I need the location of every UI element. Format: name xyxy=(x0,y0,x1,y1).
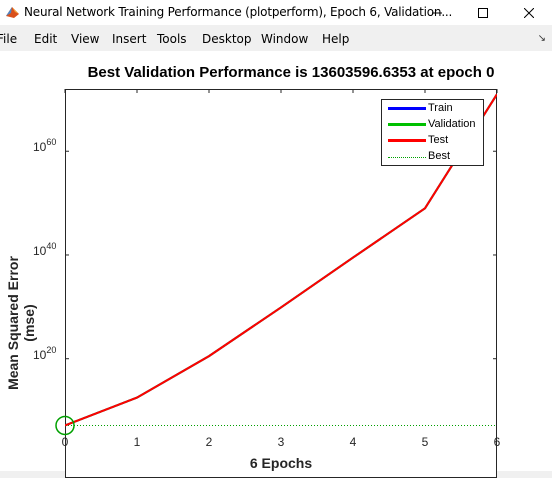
legend-item-validation: Validation xyxy=(382,118,485,132)
legend[interactable]: Train Validation Test Best xyxy=(381,99,484,166)
legend-item-test: Test xyxy=(382,134,485,148)
menu-view[interactable]: View xyxy=(71,32,100,46)
legend-label: Train xyxy=(428,102,453,114)
x-tick-label: 0 xyxy=(61,435,69,449)
x-tick-label: 4 xyxy=(349,435,357,449)
validation-swatch xyxy=(388,123,426,126)
matlab-icon xyxy=(6,7,19,18)
window-title: Neural Network Training Performance (plo… xyxy=(24,5,453,19)
figure-canvas: Best Validation Performance is 13603596.… xyxy=(0,51,552,478)
y-tick-label: 1040 xyxy=(33,241,57,258)
plot-svg xyxy=(55,89,498,436)
train-swatch xyxy=(388,107,426,110)
menu-help[interactable]: Help xyxy=(322,32,350,46)
test-swatch xyxy=(388,139,426,142)
menu-desktop[interactable]: Desktop xyxy=(202,32,252,46)
menu-bar: File Edit View Insert Tools Desktop Wind… xyxy=(0,29,552,49)
x-tick-label: 1 xyxy=(133,435,141,449)
menu-edit[interactable]: Edit xyxy=(34,32,58,46)
dock-arrow-icon[interactable]: ↘ xyxy=(537,33,546,44)
maximize-button[interactable] xyxy=(460,0,506,25)
menu-tools[interactable]: Tools xyxy=(157,32,187,46)
menu-insert[interactable]: Insert xyxy=(112,32,147,46)
x-tick-label: 2 xyxy=(205,435,213,449)
minimize-button[interactable] xyxy=(414,0,460,25)
title-bar: Neural Network Training Performance (plo… xyxy=(0,0,552,25)
legend-label: Validation xyxy=(428,118,476,130)
x-tick-label: 5 xyxy=(421,435,429,449)
close-button[interactable] xyxy=(506,0,552,25)
series-line-test xyxy=(65,93,497,427)
y-axis-label: Mean Squared Error (mse) xyxy=(5,256,37,390)
x-tick-label: 3 xyxy=(277,435,285,449)
legend-item-best: Best xyxy=(382,150,485,164)
maximize-icon xyxy=(478,7,488,18)
menu-file[interactable]: File xyxy=(0,32,18,46)
x-tick-label: 6 xyxy=(493,435,501,449)
legend-item-train: Train xyxy=(382,102,485,116)
chart-title: Best Validation Performance is 13603596.… xyxy=(87,64,495,81)
x-axis-label: 6 Epochs xyxy=(249,455,313,471)
minimize-icon xyxy=(432,12,442,13)
best-swatch xyxy=(388,157,426,158)
close-icon xyxy=(524,7,534,18)
best-epoch-marker xyxy=(55,415,75,436)
legend-label: Test xyxy=(428,134,449,146)
legend-label: Best xyxy=(428,150,451,162)
y-tick-label: 1020 xyxy=(33,345,57,362)
y-tick-label: 1060 xyxy=(33,137,57,154)
menu-window[interactable]: Window xyxy=(261,32,309,46)
